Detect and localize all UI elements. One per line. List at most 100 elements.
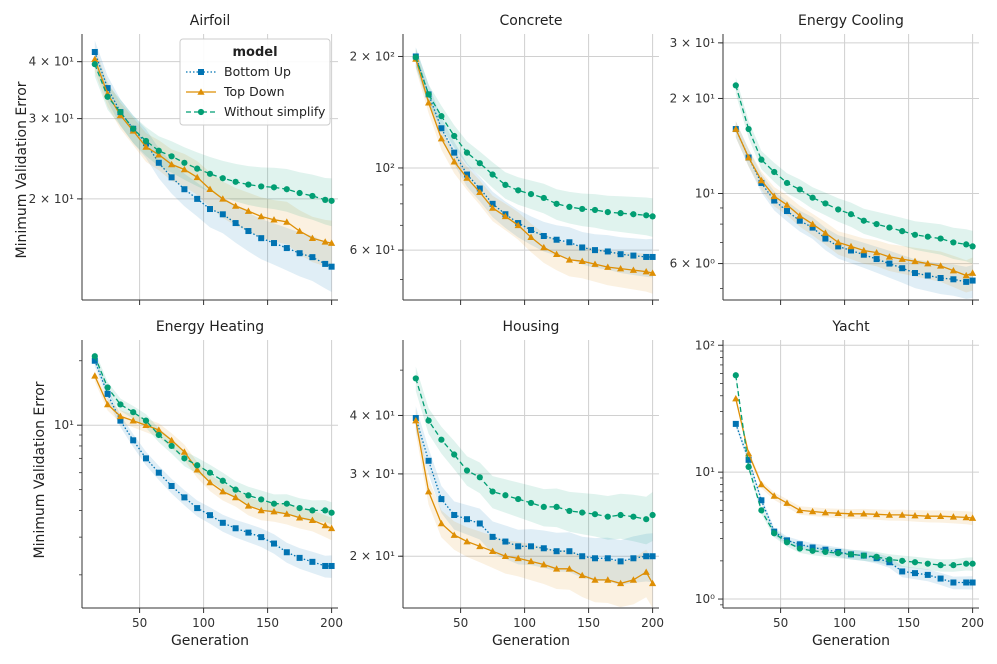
point-bottom-up bbox=[322, 260, 329, 267]
point-without-simplify bbox=[130, 125, 137, 132]
point-without-simplify bbox=[168, 442, 175, 450]
point-bottom-up bbox=[258, 235, 265, 242]
point-bottom-up bbox=[912, 570, 918, 577]
band-without-simplify bbox=[415, 47, 653, 237]
point-top-down bbox=[847, 510, 855, 517]
point-top-down bbox=[501, 552, 509, 560]
point-top-down bbox=[437, 519, 445, 527]
point-without-simplify bbox=[206, 170, 214, 177]
point-top-down bbox=[463, 174, 471, 181]
ytick-label: 10¹ bbox=[695, 187, 715, 201]
point-bottom-up bbox=[464, 516, 470, 523]
point-top-down bbox=[937, 262, 945, 269]
point-bottom-up bbox=[296, 250, 303, 257]
point-top-down bbox=[206, 478, 214, 486]
point-top-down bbox=[308, 234, 316, 241]
point-without-simplify bbox=[886, 556, 893, 563]
point-without-simplify bbox=[328, 509, 335, 516]
point-without-simplify bbox=[527, 190, 535, 198]
ytick-label: 3 × 10¹ bbox=[350, 467, 396, 481]
band-without-simplify bbox=[94, 350, 332, 525]
point-without-simplify bbox=[783, 539, 791, 546]
band-top-down bbox=[735, 121, 973, 293]
point-without-simplify bbox=[181, 159, 188, 166]
point-bottom-up bbox=[283, 245, 290, 252]
point-without-simplify bbox=[438, 113, 445, 120]
ytick-label: 3 × 10¹ bbox=[670, 36, 716, 50]
point-bottom-up bbox=[476, 185, 483, 192]
point-without-simplify bbox=[899, 557, 906, 564]
point-top-down bbox=[116, 412, 124, 420]
point-top-down bbox=[193, 466, 201, 473]
point-without-simplify bbox=[283, 186, 290, 193]
point-top-down bbox=[962, 513, 970, 521]
figure-ylabel-top: Minimum Validation Error bbox=[14, 81, 30, 258]
point-without-simplify bbox=[899, 228, 906, 235]
point-top-down bbox=[860, 246, 868, 254]
point-without-simplify bbox=[860, 552, 867, 559]
point-without-simplify bbox=[591, 206, 599, 214]
ytick-label: 2 × 10¹ bbox=[29, 192, 75, 206]
point-bottom-up bbox=[515, 543, 522, 550]
point-bottom-up bbox=[296, 554, 303, 561]
point-top-down bbox=[206, 185, 214, 193]
point-without-simplify bbox=[206, 469, 214, 476]
point-top-down bbox=[501, 212, 509, 220]
point-top-down bbox=[911, 257, 919, 265]
point-without-simplify bbox=[591, 511, 599, 518]
point-without-simplify bbox=[566, 203, 573, 210]
point-top-down bbox=[898, 511, 906, 518]
point-top-down bbox=[527, 557, 535, 565]
point-top-down bbox=[244, 207, 252, 214]
point-top-down bbox=[565, 565, 573, 572]
point-bottom-up bbox=[643, 253, 650, 260]
point-without-simplify bbox=[950, 562, 957, 569]
point-top-down bbox=[104, 400, 112, 408]
point-bottom-up bbox=[937, 575, 944, 582]
xtick-label: 100 bbox=[513, 616, 536, 630]
ytick-label: 6 × 10⁰ bbox=[670, 257, 716, 271]
point-top-down bbox=[463, 537, 471, 545]
point-bottom-up bbox=[835, 243, 842, 250]
point-bottom-up bbox=[566, 239, 573, 246]
point-top-down bbox=[873, 510, 881, 518]
point-top-down bbox=[437, 135, 445, 142]
point-without-simplify bbox=[835, 550, 842, 557]
band-top-down bbox=[415, 49, 653, 294]
point-top-down bbox=[821, 229, 829, 236]
point-top-down bbox=[949, 266, 957, 274]
ytick-label: 2 × 10² bbox=[350, 49, 396, 63]
point-top-down bbox=[732, 394, 740, 402]
point-top-down bbox=[898, 255, 906, 262]
point-top-down bbox=[489, 204, 497, 211]
point-top-down bbox=[783, 499, 791, 506]
point-top-down bbox=[629, 576, 637, 583]
point-without-simplify bbox=[969, 560, 976, 567]
point-bottom-up bbox=[528, 226, 534, 233]
legend-label-bottom-up: Bottom Up bbox=[224, 64, 291, 79]
point-top-down bbox=[847, 242, 855, 250]
point-without-simplify bbox=[796, 545, 803, 552]
point-without-simplify bbox=[924, 560, 931, 567]
point-bottom-up bbox=[155, 159, 162, 166]
point-without-simplify bbox=[963, 241, 970, 248]
point-without-simplify bbox=[745, 463, 752, 470]
point-bottom-up bbox=[822, 235, 829, 242]
point-bottom-up bbox=[219, 519, 226, 526]
point-without-simplify bbox=[91, 353, 98, 360]
point-without-simplify bbox=[617, 511, 624, 519]
point-bottom-up bbox=[969, 579, 976, 586]
point-bottom-up bbox=[91, 357, 98, 364]
point-bottom-up bbox=[732, 420, 739, 427]
point-without-simplify bbox=[438, 436, 445, 443]
point-bottom-up bbox=[181, 186, 188, 193]
point-bottom-up bbox=[630, 252, 637, 259]
point-bottom-up bbox=[194, 195, 201, 202]
x-axis-label: Generation bbox=[492, 633, 570, 649]
point-bottom-up bbox=[809, 544, 816, 551]
point-without-simplify bbox=[540, 503, 547, 510]
point-without-simplify bbox=[309, 192, 316, 200]
point-top-down bbox=[911, 511, 919, 519]
point-without-simplify bbox=[515, 187, 522, 194]
point-bottom-up bbox=[155, 469, 162, 476]
